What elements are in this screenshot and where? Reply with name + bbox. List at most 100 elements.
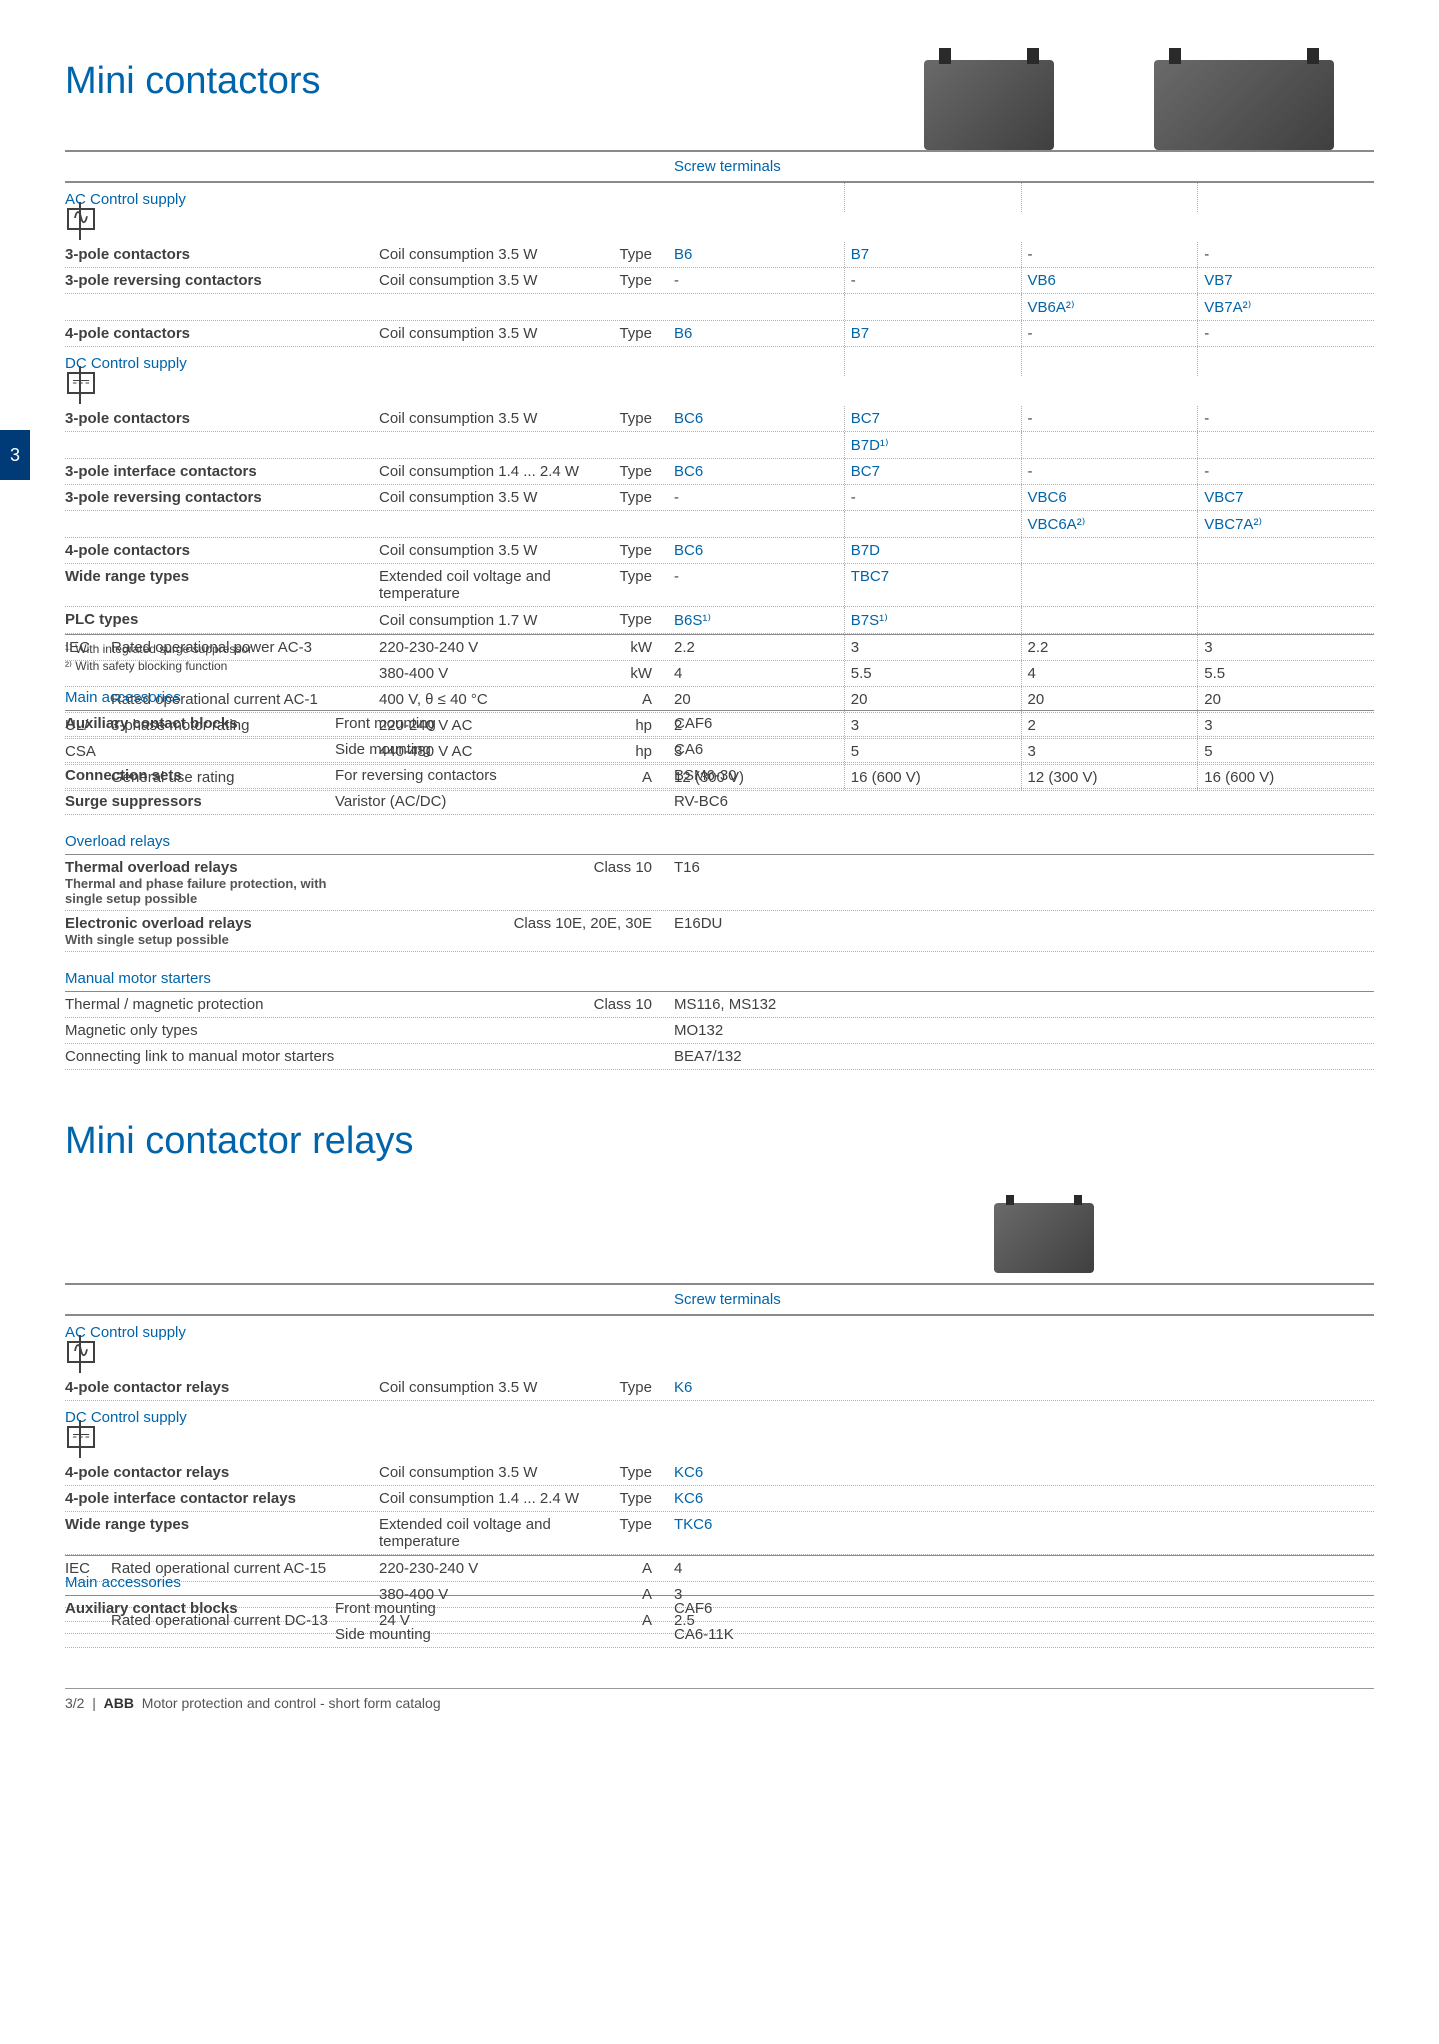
row-value: MS116, MS132 [662, 992, 1374, 1017]
row-label: Connecting link to manual motor starters [65, 1044, 335, 1069]
row-value: 2.2 [1021, 635, 1198, 660]
row-spec: 400 V, θ ≤ 40 °C [379, 687, 595, 712]
row-unit: Type [595, 268, 662, 293]
row-value: B7 [844, 321, 1021, 346]
row-unit: A [595, 1556, 662, 1581]
row-spec: Side mounting [335, 1622, 662, 1647]
row-value: - [844, 485, 1021, 510]
row-value: VB7 [1197, 268, 1374, 293]
row-value [1021, 538, 1198, 563]
page-title-1: Mini contactors [65, 60, 321, 103]
row-spec: Coil consumption 1.4 ... 2.4 W [379, 459, 595, 484]
row-unit: A [595, 687, 662, 712]
row-value [1197, 538, 1374, 563]
footer-brand: ABB [104, 1695, 134, 1711]
row-unit: kW [595, 661, 662, 686]
row-value: - [662, 485, 844, 510]
row-value: - [1197, 321, 1374, 346]
row-label: 4-pole contactors [65, 321, 379, 346]
row-value: TKC6 [662, 1512, 1374, 1554]
row-value: - [1021, 242, 1198, 267]
page-tab: 3 [0, 430, 30, 480]
dc-icon-2 [65, 1430, 95, 1456]
table-row: 4-pole contactor relaysCoil consumption … [65, 1460, 1374, 1486]
row-label: 3-pole reversing contactors [65, 485, 379, 510]
row-value: VB6 [1021, 268, 1198, 293]
overload-relays-header: Overload relays [65, 825, 1374, 854]
row-spec: Side mounting [335, 737, 662, 762]
row-value: B6S¹⁾ [662, 607, 844, 633]
product-image-double [1154, 60, 1334, 150]
row-value: 20 [1021, 687, 1198, 712]
table-row: Auxiliary contact blocksFront mountingCA… [65, 711, 1374, 737]
row-label: Magnetic only types [65, 1018, 335, 1043]
row-value: 4 [662, 1556, 1374, 1581]
row-unit: Type [595, 485, 662, 510]
row-label: PLC types [65, 607, 379, 633]
row-value: - [1021, 459, 1198, 484]
table-row: 4-pole contactorsCoil consumption 3.5 WT… [65, 321, 1374, 347]
row-label [65, 511, 379, 537]
row-unit: Type [595, 1375, 662, 1400]
row-label: Auxiliary contact blocks [65, 711, 335, 736]
row-label: 4-pole contactor relays [65, 1375, 379, 1400]
table-row: Rated operational current AC-1400 V, θ ≤… [65, 687, 1374, 713]
table-row: 4-pole interface contactor relaysCoil co… [65, 1486, 1374, 1512]
row-label: Thermal overload relaysThermal and phase… [65, 855, 335, 910]
table-row: VBC6A²⁾VBC7A²⁾ [65, 511, 1374, 538]
row-value: VBC7 [1197, 485, 1374, 510]
row-value: VBC6 [1021, 485, 1198, 510]
table-row: Thermal / magnetic protectionClass 10MS1… [65, 992, 1374, 1018]
table-row: 3-pole reversing contactorsCoil consumpt… [65, 485, 1374, 511]
row-label [65, 294, 379, 320]
row-value [1021, 432, 1198, 458]
row-value: B6 [662, 321, 844, 346]
row-value: CA6-11K [662, 1622, 1374, 1647]
row-spec: Coil consumption 3.5 W [379, 1460, 595, 1485]
table-row: IECRated operational current AC-15220-23… [65, 1556, 1374, 1582]
row-value: B7 [844, 242, 1021, 267]
row-label: 3-pole reversing contactors [65, 268, 379, 293]
row-value: BC6 [662, 406, 844, 431]
row-value: BC6 [662, 459, 844, 484]
row-value: KC6 [662, 1486, 1374, 1511]
row-value: CAF6 [662, 1596, 1374, 1621]
row-sublabel: With single setup possible [65, 932, 335, 947]
column-header-screw: Screw terminals [662, 152, 1374, 181]
product-image-single [924, 60, 1054, 150]
page-tab-num: 3 [10, 445, 20, 466]
row-unit: Type [595, 321, 662, 346]
table-row: B7D¹⁾ [65, 432, 1374, 459]
row-value [662, 432, 844, 458]
row-spec: Varistor (AC/DC) [335, 789, 662, 814]
row-label: 3-pole contactors [65, 406, 379, 431]
row-spec: Coil consumption 3.5 W [379, 1375, 595, 1400]
manual-motor-starters-header: Manual motor starters [65, 962, 1374, 991]
column-header-screw-2: Screw terminals [662, 1285, 1374, 1314]
row-unit: Type [595, 1486, 662, 1511]
table-row: 380-400 VkW45.545.5 [65, 661, 1374, 687]
footer-page-number: 3/2 [65, 1695, 84, 1711]
row-value: 20 [844, 687, 1021, 712]
row-sublabel: Thermal and phase failure protection, wi… [65, 876, 335, 906]
row-label: Connection sets [65, 763, 335, 788]
row-value: - [662, 564, 844, 606]
row-value: BC7 [844, 459, 1021, 484]
row-value [1197, 432, 1374, 458]
table-row: VB6A²⁾VB7A²⁾ [65, 294, 1374, 321]
row-value: 5.5 [1197, 661, 1374, 686]
row-spec [379, 294, 595, 320]
dc-icon [65, 376, 95, 402]
table-row: Electronic overload relaysWith single se… [65, 911, 1374, 952]
row-label [65, 432, 379, 458]
row-label: Wide range types [65, 564, 379, 606]
table-row: Connecting link to manual motor starters… [65, 1044, 1374, 1070]
row-spec: Class 10E, 20E, 30E [335, 911, 662, 951]
row-value: BC6 [662, 538, 844, 563]
row-value: T16 [662, 855, 1374, 910]
row-label: Thermal / magnetic protection [65, 992, 335, 1017]
ac-icon [65, 212, 95, 238]
row-unit: Type [595, 242, 662, 267]
row-spec: 380-400 V [379, 661, 595, 686]
row-label [65, 737, 335, 762]
